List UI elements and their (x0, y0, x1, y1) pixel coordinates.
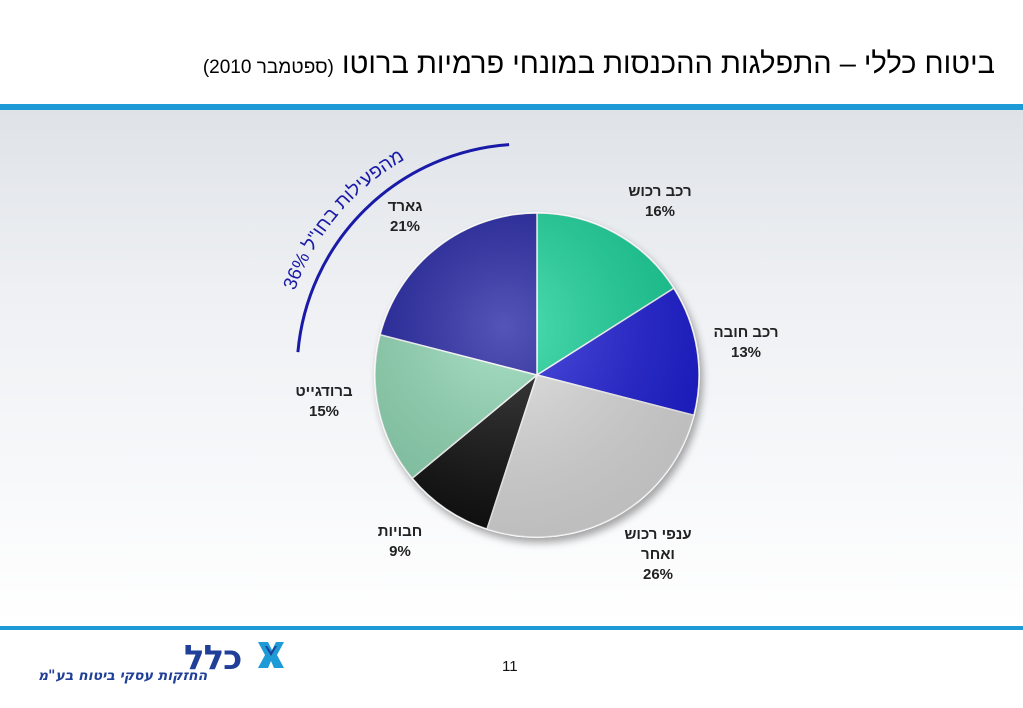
slice-name: רכב רכוש (628, 183, 691, 200)
slice-value: 9% (389, 543, 411, 560)
pie-slices (374, 212, 700, 538)
slice-value: 21% (390, 218, 420, 235)
slice-value: 15% (309, 403, 339, 420)
slice-value: 16% (645, 203, 675, 220)
chart-area: רכב רכוש 16% רכב חובה 13% ענפי רכוש ואחר 26% חב… (0, 110, 1023, 626)
slide-header: ביטוח כללי – התפלגות ההכנסות במונחי פרמי… (0, 0, 1023, 104)
slice-label-3: חבויות 9% (378, 523, 422, 560)
slice-name: רכב חובה (713, 324, 778, 341)
logo-tagline: החזקות עסקי ביטוח בע"מ (38, 668, 208, 684)
slice-value: 13% (731, 344, 761, 361)
footer-divider (0, 626, 1023, 630)
slice-label-0: רכב רכוש 16% (628, 183, 691, 220)
slice-name: חבויות (378, 523, 422, 540)
slice-name: גארד (388, 198, 423, 215)
slide-title: ביטוח כללי – התפלגות ההכנסות במונחי פרמי… (203, 48, 995, 81)
pie-chart: רכב רכוש 16% רכב חובה 13% ענפי רכוש ואחר 26% חב… (280, 143, 779, 583)
slice-name: ואחר (641, 546, 675, 563)
slice-name: ברודגייט (295, 383, 353, 400)
title-text: ביטוח כללי – התפלגות ההכנסות במונחי פרמי… (341, 48, 995, 80)
page-number: 11 (502, 658, 518, 675)
slice-name: ענפי רכוש (624, 526, 691, 543)
slice-value: 26% (643, 566, 673, 583)
annotation-arc (296, 143, 510, 353)
slice-label-1: רכב חובה 13% (713, 324, 778, 361)
header-divider (0, 104, 1023, 110)
slice-label-5: גארד 21% (388, 198, 423, 235)
logo-x-icon (258, 642, 284, 668)
slice-label-2: ענפי רכוש ואחר 26% (624, 526, 691, 583)
slice-label-4: ברודגייט 15% (295, 383, 353, 420)
logo-wordmark: כלל (184, 638, 242, 678)
annotation-text: 36% מהפעילות בחו"ל (280, 146, 408, 293)
company-logo: כלל החזקות עסקי ביטוח בע"מ (34, 636, 304, 692)
pie-labels: רכב רכוש 16% רכב חובה 13% ענפי רכוש ואחר 26% חב… (295, 183, 778, 583)
title-date: (ספטמבר 2010) (202, 57, 334, 78)
annotation-textpath: 36% מהפעילות בחו"ל (280, 146, 408, 293)
